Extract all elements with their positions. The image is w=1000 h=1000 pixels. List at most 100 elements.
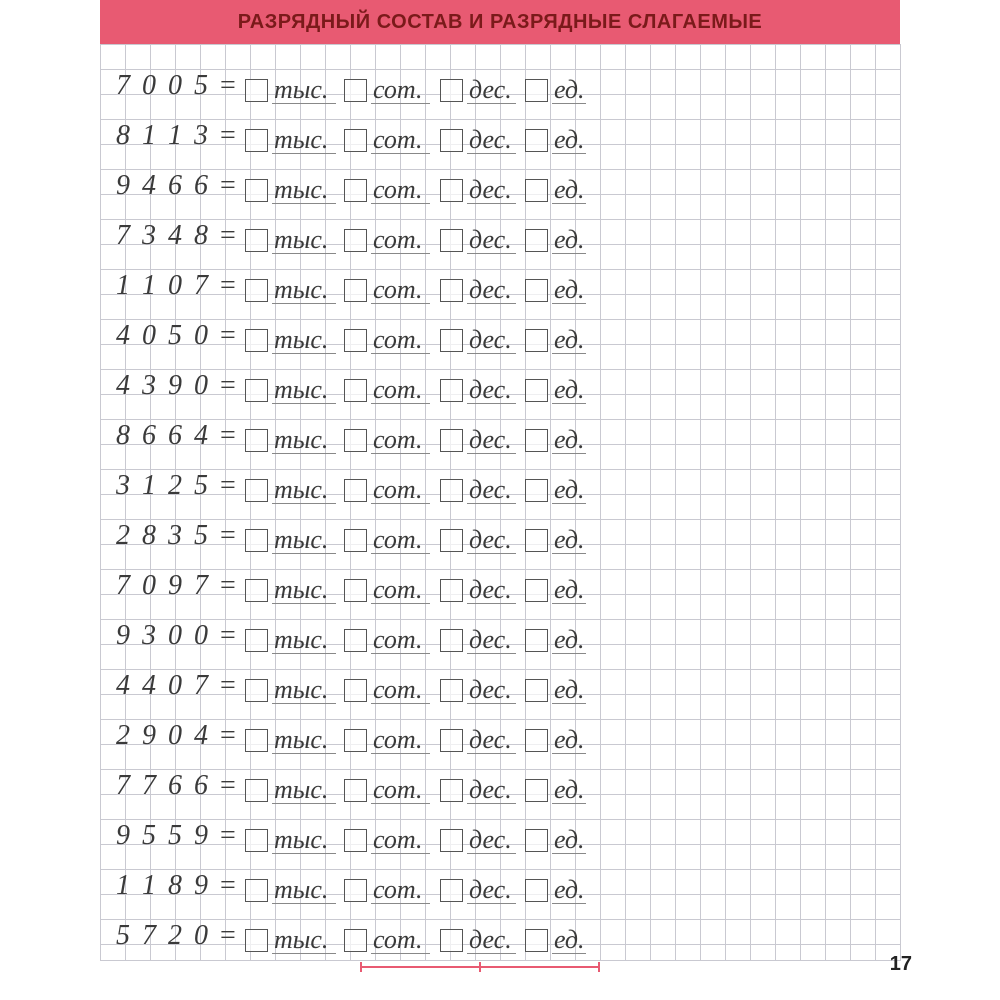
- equals-sign: =: [220, 520, 236, 552]
- digit: 4: [142, 670, 156, 702]
- answer-box[interactable]: [245, 529, 268, 552]
- answer-box[interactable]: [525, 79, 548, 102]
- answer-box[interactable]: [525, 229, 548, 252]
- digit: 3: [194, 120, 208, 152]
- answer-box[interactable]: [245, 79, 268, 102]
- answer-box[interactable]: [440, 929, 463, 952]
- digit: 8: [116, 420, 130, 452]
- answer-box[interactable]: [525, 529, 548, 552]
- digit: 1: [142, 870, 156, 902]
- answer-box[interactable]: [525, 879, 548, 902]
- digit: 9: [168, 370, 182, 402]
- answer-box[interactable]: [245, 229, 268, 252]
- answer-box[interactable]: [245, 779, 268, 802]
- answer-box[interactable]: [245, 629, 268, 652]
- answer-box[interactable]: [344, 529, 367, 552]
- answer-box[interactable]: [440, 779, 463, 802]
- answer-box[interactable]: [440, 679, 463, 702]
- answer-box[interactable]: [440, 829, 463, 852]
- answer-box[interactable]: [245, 579, 268, 602]
- answer-box[interactable]: [525, 729, 548, 752]
- answer-box[interactable]: [440, 579, 463, 602]
- answer-box[interactable]: [440, 229, 463, 252]
- label-hundreds: сот.: [371, 527, 430, 554]
- digit: 0: [194, 620, 208, 652]
- answer-box[interactable]: [344, 929, 367, 952]
- answer-box[interactable]: [245, 679, 268, 702]
- label-units: ед.: [552, 877, 586, 904]
- answer-box[interactable]: [344, 829, 367, 852]
- answer-box[interactable]: [344, 379, 367, 402]
- exercise-row: 7766=тыс.сот.дес.ед.: [100, 758, 900, 808]
- digit: 0: [194, 320, 208, 352]
- answer-box[interactable]: [245, 179, 268, 202]
- answer-box[interactable]: [344, 479, 367, 502]
- answer-box[interactable]: [344, 879, 367, 902]
- label-tens: дес.: [467, 77, 516, 104]
- answer-box[interactable]: [440, 529, 463, 552]
- exercise-row: 4050=тыс.сот.дес.ед.: [100, 308, 900, 358]
- answer-box[interactable]: [525, 479, 548, 502]
- answer-box[interactable]: [440, 129, 463, 152]
- answer-box[interactable]: [245, 879, 268, 902]
- answer-box[interactable]: [525, 929, 548, 952]
- answer-box[interactable]: [525, 429, 548, 452]
- answer-box[interactable]: [525, 379, 548, 402]
- answer-box[interactable]: [245, 829, 268, 852]
- label-hundreds: сот.: [371, 77, 430, 104]
- answer-box[interactable]: [440, 279, 463, 302]
- answer-box[interactable]: [525, 579, 548, 602]
- exercise-row: 1107=тыс.сот.дес.ед.: [100, 258, 900, 308]
- answer-box[interactable]: [344, 179, 367, 202]
- equals-sign: =: [220, 820, 236, 852]
- exercise-row: 3125=тыс.сот.дес.ед.: [100, 458, 900, 508]
- answer-box[interactable]: [344, 679, 367, 702]
- answer-box[interactable]: [440, 879, 463, 902]
- answer-box[interactable]: [344, 229, 367, 252]
- answer-box[interactable]: [525, 779, 548, 802]
- label-tens: дес.: [467, 927, 516, 954]
- answer-box[interactable]: [245, 729, 268, 752]
- answer-box[interactable]: [344, 779, 367, 802]
- answer-box[interactable]: [344, 629, 367, 652]
- exercise-row: 4407=тыс.сот.дес.ед.: [100, 658, 900, 708]
- answer-box[interactable]: [245, 479, 268, 502]
- answer-box[interactable]: [344, 579, 367, 602]
- digit: 5: [194, 70, 208, 102]
- answer-box[interactable]: [440, 179, 463, 202]
- label-hundreds: сот.: [371, 477, 430, 504]
- answer-box[interactable]: [344, 279, 367, 302]
- answer-box[interactable]: [440, 429, 463, 452]
- answer-box[interactable]: [344, 79, 367, 102]
- answer-box[interactable]: [344, 329, 367, 352]
- answer-box[interactable]: [440, 379, 463, 402]
- answer-box[interactable]: [245, 379, 268, 402]
- label-units: ед.: [552, 127, 586, 154]
- label-units: ед.: [552, 277, 586, 304]
- answer-box[interactable]: [245, 929, 268, 952]
- answer-box[interactable]: [440, 479, 463, 502]
- answer-box[interactable]: [525, 829, 548, 852]
- answer-box[interactable]: [525, 129, 548, 152]
- digit: 6: [168, 770, 182, 802]
- answer-box[interactable]: [245, 279, 268, 302]
- equals-sign: =: [220, 470, 236, 502]
- answer-box[interactable]: [245, 429, 268, 452]
- answer-box[interactable]: [245, 129, 268, 152]
- answer-box[interactable]: [440, 79, 463, 102]
- label-thousands: тыс.: [272, 477, 336, 504]
- answer-box[interactable]: [525, 629, 548, 652]
- answer-box[interactable]: [440, 729, 463, 752]
- digit: 7: [194, 670, 208, 702]
- answer-box[interactable]: [525, 279, 548, 302]
- answer-box[interactable]: [525, 679, 548, 702]
- answer-box[interactable]: [344, 129, 367, 152]
- answer-box[interactable]: [440, 629, 463, 652]
- answer-box[interactable]: [245, 329, 268, 352]
- answer-box[interactable]: [344, 429, 367, 452]
- label-units: ед.: [552, 827, 586, 854]
- answer-box[interactable]: [525, 329, 548, 352]
- answer-box[interactable]: [525, 179, 548, 202]
- answer-box[interactable]: [344, 729, 367, 752]
- answer-box[interactable]: [440, 329, 463, 352]
